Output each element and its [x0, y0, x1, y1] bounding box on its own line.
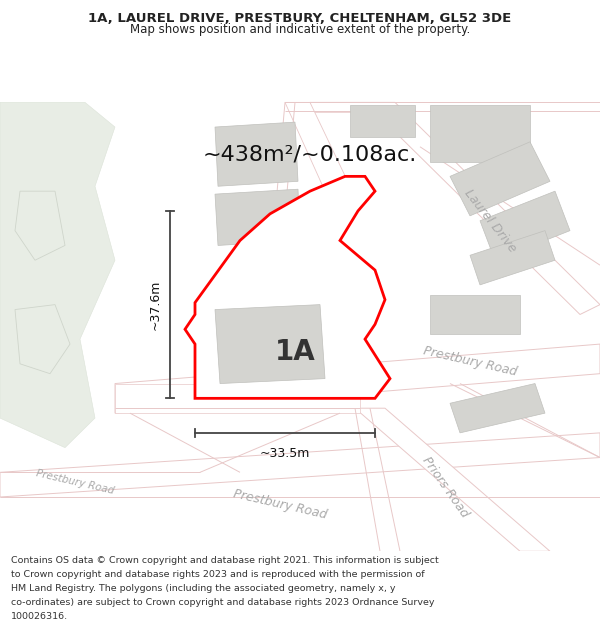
- Text: Priors Road: Priors Road: [419, 454, 471, 520]
- Polygon shape: [215, 304, 325, 384]
- Text: Laurel Drive: Laurel Drive: [461, 187, 518, 255]
- Text: Prestbury Road: Prestbury Road: [232, 488, 328, 522]
- Text: 1A, LAUREL DRIVE, PRESTBURY, CHELTENHAM, GL52 3DE: 1A, LAUREL DRIVE, PRESTBURY, CHELTENHAM,…: [88, 12, 512, 25]
- Polygon shape: [430, 106, 530, 162]
- Polygon shape: [215, 189, 300, 246]
- Polygon shape: [430, 295, 520, 334]
- Polygon shape: [0, 102, 115, 447]
- Text: Prestbury Road: Prestbury Road: [422, 345, 518, 379]
- Text: Contains OS data © Crown copyright and database right 2021. This information is : Contains OS data © Crown copyright and d…: [11, 556, 439, 566]
- Polygon shape: [480, 191, 570, 260]
- Polygon shape: [355, 408, 550, 551]
- Polygon shape: [215, 122, 298, 186]
- Polygon shape: [450, 384, 545, 433]
- Polygon shape: [310, 102, 600, 314]
- Text: Prestbury Road: Prestbury Road: [35, 468, 115, 496]
- Polygon shape: [350, 106, 415, 137]
- Text: ~438m²/~0.108ac.: ~438m²/~0.108ac.: [203, 144, 417, 164]
- Polygon shape: [115, 384, 360, 413]
- Text: ~33.5m: ~33.5m: [260, 447, 310, 459]
- Polygon shape: [285, 102, 350, 191]
- Text: HM Land Registry. The polygons (including the associated geometry, namely x, y: HM Land Registry. The polygons (includin…: [11, 584, 395, 593]
- Polygon shape: [115, 344, 600, 413]
- Text: 1A: 1A: [275, 338, 316, 366]
- Text: co-ordinates) are subject to Crown copyright and database rights 2023 Ordnance S: co-ordinates) are subject to Crown copyr…: [11, 598, 434, 607]
- Polygon shape: [470, 231, 555, 285]
- Text: to Crown copyright and database rights 2023 and is reproduced with the permissio: to Crown copyright and database rights 2…: [11, 570, 424, 579]
- Polygon shape: [0, 433, 600, 497]
- Text: ~37.6m: ~37.6m: [149, 279, 162, 330]
- Text: Map shows position and indicative extent of the property.: Map shows position and indicative extent…: [130, 23, 470, 36]
- Polygon shape: [185, 176, 390, 398]
- Text: 100026316.: 100026316.: [11, 612, 68, 621]
- Polygon shape: [450, 142, 550, 216]
